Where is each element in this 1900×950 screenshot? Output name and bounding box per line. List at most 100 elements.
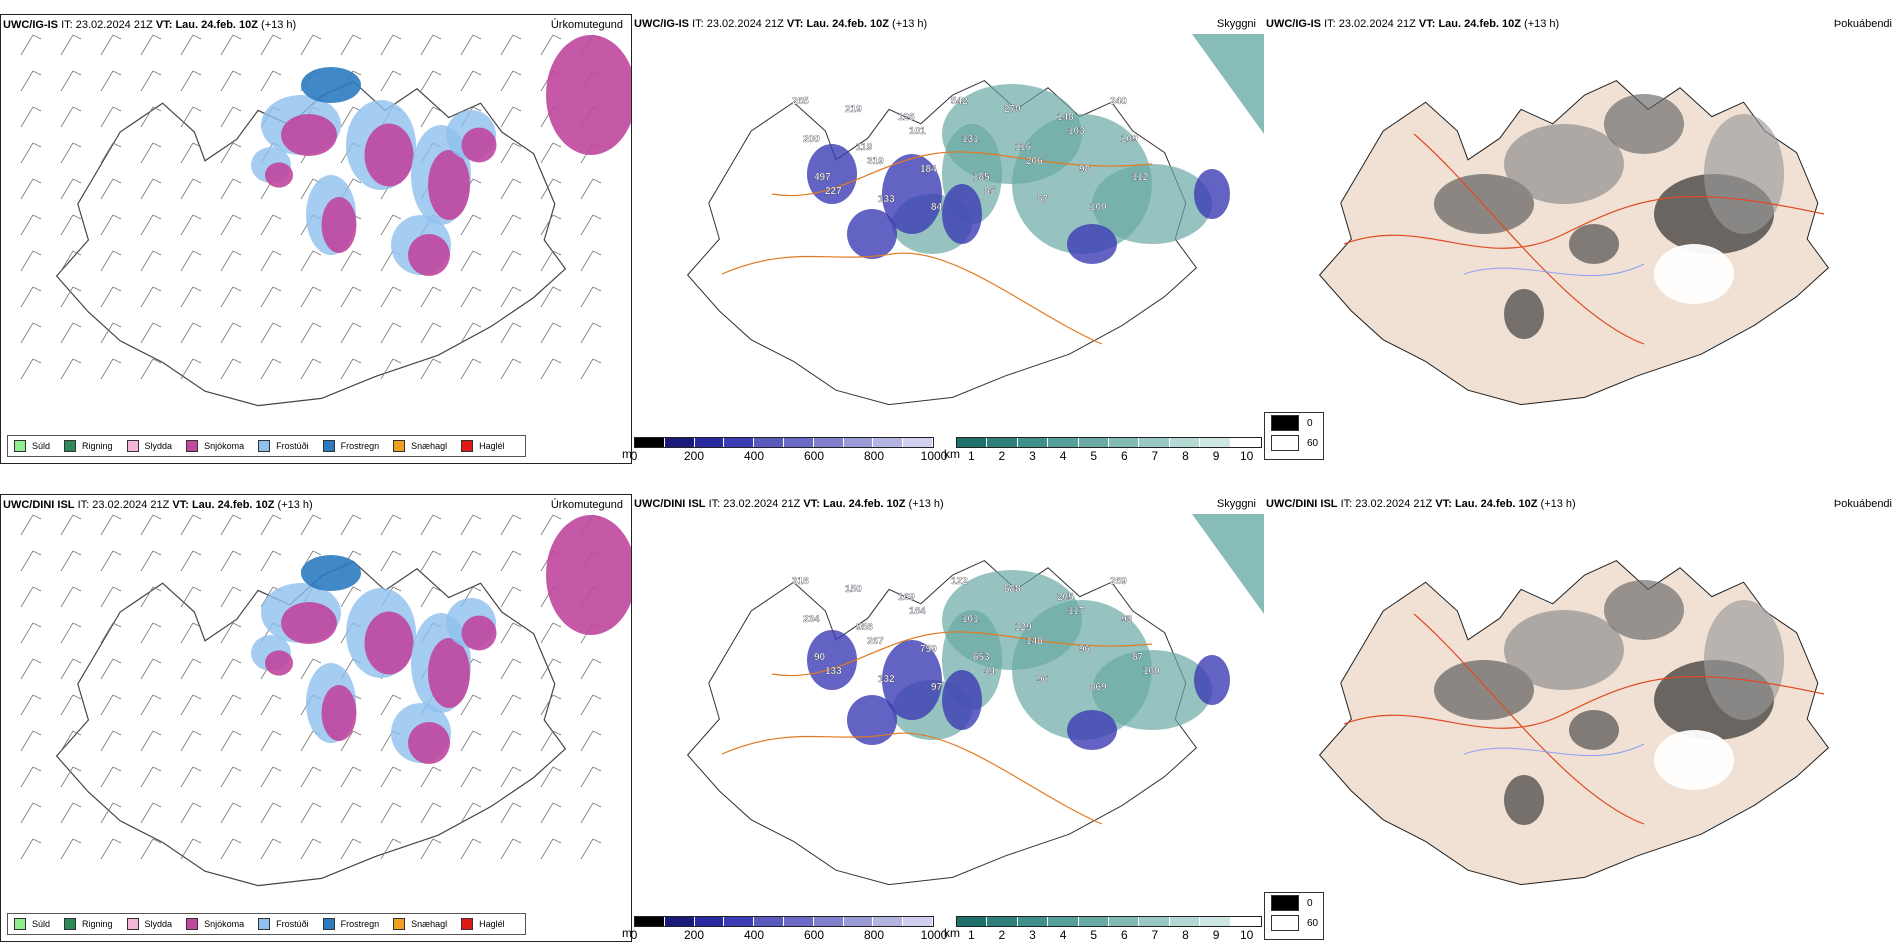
wind-barb: [540, 694, 562, 716]
wind-barb: [580, 658, 602, 680]
legend-label: Haglél: [479, 441, 505, 451]
wind-barb: [100, 766, 122, 788]
colorbar-segment: [813, 917, 844, 926]
wind-barb: [260, 322, 282, 344]
wind-barb: [300, 34, 322, 56]
wind-barb: [380, 286, 402, 308]
wind-barb: [380, 70, 402, 92]
wind-barb: [220, 802, 242, 824]
colorbar-segment: [664, 917, 695, 926]
wind-barb: [340, 358, 362, 380]
visibility-value-label: 122: [951, 576, 968, 587]
colorbar-tick: 9: [1212, 449, 1220, 463]
wind-barb: [500, 286, 522, 308]
road-lines: [721, 151, 1153, 345]
wind-barb: [100, 322, 122, 344]
visibility-m-area: [847, 209, 897, 259]
snow-area: [321, 197, 357, 253]
wind-barb: [180, 142, 202, 164]
wind-barb: [540, 658, 562, 680]
wind-barb: [300, 658, 322, 680]
wind-barb: [260, 250, 282, 272]
legend-swatch: [186, 440, 199, 452]
wind-barb: [580, 214, 602, 236]
wind-barb: [420, 586, 442, 608]
wind-barb: [260, 838, 282, 860]
legend-item: Snjókoma: [186, 918, 244, 930]
wind-barb: [420, 34, 442, 56]
fog-index-area: [1654, 244, 1734, 304]
visibility-value-label: 109: [1121, 134, 1138, 145]
wind-barb: [380, 214, 402, 236]
wind-barb: [500, 658, 522, 680]
wind-barb: [260, 214, 282, 236]
legend-swatch: [64, 440, 77, 452]
wind-barb: [100, 142, 122, 164]
wind-barb: [180, 514, 202, 536]
wind-barb: [60, 514, 82, 536]
wind-barb: [20, 142, 42, 164]
wind-barb: [220, 358, 242, 380]
wind-barb: [220, 694, 242, 716]
colorbar-segment: [903, 438, 933, 447]
wind-barb: [20, 838, 42, 860]
wind-barb: [220, 286, 242, 308]
wind-barb: [300, 766, 322, 788]
snow-area: [546, 515, 631, 635]
colorbar-tick: 7: [1151, 928, 1159, 942]
colorbar-tick: 7: [1151, 449, 1159, 463]
wind-barb: [20, 286, 42, 308]
wind-barb: [60, 106, 82, 128]
wind-barb: [500, 730, 522, 752]
wind-barb: [20, 322, 42, 344]
road-lines: [721, 631, 1153, 825]
fog-legend-row: 0: [1265, 413, 1323, 433]
colorbar-segment: [1078, 438, 1110, 447]
legend-item: Frostregn: [322, 918, 380, 930]
legend-label: Frostúði: [276, 919, 309, 929]
wind-barb: [100, 70, 122, 92]
wind-barb: [20, 766, 42, 788]
panel-title: Skyggni: [1216, 498, 1256, 510]
wind-barb: [380, 322, 402, 344]
fog-legend-label: 0: [1307, 897, 1313, 909]
river-lines: [1463, 263, 1645, 277]
wind-barb: [180, 70, 202, 92]
panel-header: UWC/DINI ISL IT: 23.02.2024 21Z VT: Lau.…: [634, 498, 944, 510]
wind-barb: [540, 286, 562, 308]
snow-area: [428, 150, 470, 220]
wind-barb: [420, 286, 442, 308]
colorbar-segment: [724, 917, 755, 926]
wind-barb: [500, 838, 522, 860]
wind-barb: [100, 106, 122, 128]
visibility-value-label: 206: [1026, 156, 1043, 167]
visibility-value-label: 133: [878, 194, 895, 205]
visibility-value-label: 240: [1110, 96, 1127, 107]
wind-barb: [260, 766, 282, 788]
precip-type-map: [20, 34, 631, 407]
visibility-m-area: [882, 154, 942, 234]
legend-label: Frostregn: [340, 919, 380, 929]
fog-index-area: [1504, 775, 1544, 825]
colorbar-segment: [1230, 438, 1262, 447]
wind-barb: [20, 70, 42, 92]
snow-area: [408, 722, 450, 764]
visibility-value-label: 96: [1079, 644, 1091, 655]
wind-barb: [180, 838, 202, 860]
wind-barb: [500, 586, 522, 608]
legend-label: Snjókoma: [204, 919, 245, 929]
wind-barb: [140, 178, 162, 200]
wind-barb: [540, 322, 562, 344]
visibility-value-label: 265: [792, 96, 809, 107]
wind-barb: [460, 550, 482, 572]
colorbar-segment: [783, 438, 814, 447]
colorbar-segment: [694, 917, 725, 926]
wind-barb: [100, 586, 122, 608]
wind-barb: [100, 694, 122, 716]
legend-item: Súld: [14, 440, 50, 452]
visibility-value-label: 318: [792, 576, 809, 587]
colorbar-segment: [1048, 917, 1079, 926]
wind-barb: [580, 766, 602, 788]
snow-area: [281, 114, 337, 156]
visibility-m-area: [1067, 224, 1117, 264]
